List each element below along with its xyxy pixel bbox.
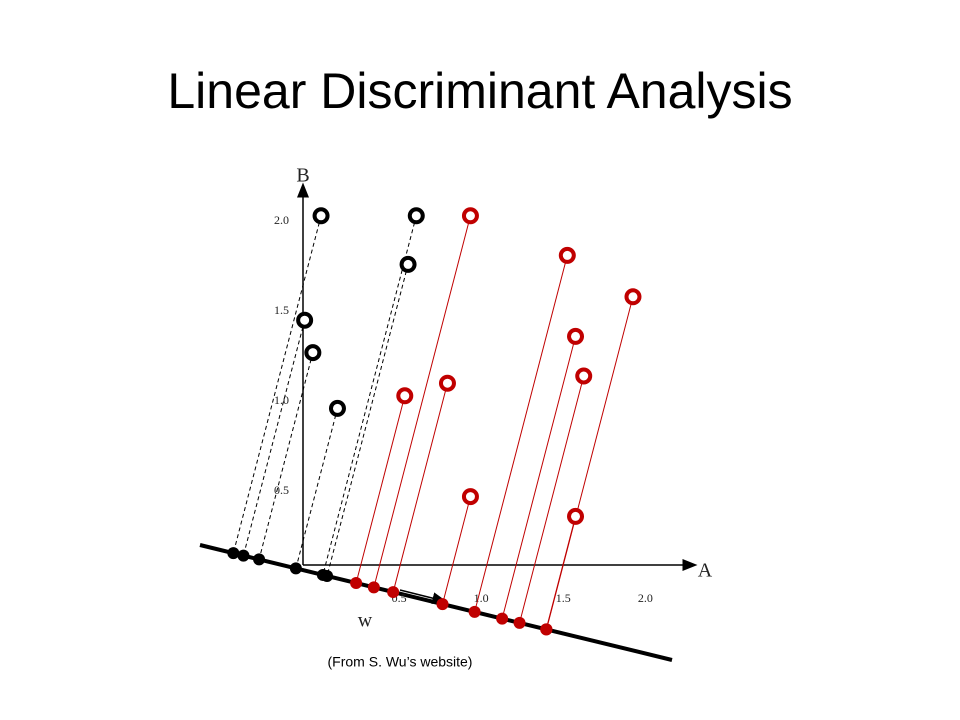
x-axis-label: A bbox=[698, 560, 713, 582]
projection-ray bbox=[242, 320, 306, 556]
point bbox=[328, 399, 346, 417]
point bbox=[312, 207, 330, 225]
point bbox=[624, 288, 642, 306]
projected-point bbox=[227, 547, 240, 560]
point bbox=[399, 255, 417, 273]
w-arrow bbox=[399, 589, 448, 605]
point bbox=[575, 367, 593, 385]
point bbox=[304, 344, 322, 362]
source-note: (From S. Wu’s website) bbox=[328, 654, 473, 670]
point bbox=[567, 327, 585, 345]
point bbox=[567, 507, 585, 525]
projection-ray bbox=[474, 255, 568, 613]
y-tick-label: 2.0 bbox=[274, 213, 289, 227]
projection-ray bbox=[373, 215, 471, 588]
projection-ray bbox=[232, 215, 322, 554]
projection-ray bbox=[326, 264, 409, 577]
x-tick-label: 1.0 bbox=[474, 591, 489, 605]
projected-point bbox=[436, 598, 449, 611]
projected-point bbox=[387, 586, 400, 599]
projection-ray bbox=[545, 516, 577, 630]
point bbox=[461, 207, 479, 225]
y-tick-label: 1.5 bbox=[274, 303, 289, 317]
projection-ray bbox=[501, 336, 577, 619]
projected-point bbox=[350, 577, 363, 590]
point bbox=[407, 207, 425, 225]
projected-point bbox=[540, 623, 553, 636]
projected-point bbox=[496, 612, 509, 625]
point bbox=[438, 374, 456, 392]
y-tick-label: 0.5 bbox=[274, 483, 289, 497]
projected-point bbox=[513, 616, 526, 629]
projection-label: w bbox=[358, 610, 373, 632]
projection-ray bbox=[519, 375, 585, 623]
plot: 0.5 1.0 1.5 2.00.51.01.52.0 bbox=[227, 207, 653, 636]
point bbox=[461, 488, 479, 506]
y-axis-label: B bbox=[296, 165, 309, 187]
projection-ray bbox=[355, 395, 406, 584]
x-tick-label: 2.0 bbox=[638, 591, 653, 605]
projection-line bbox=[199, 543, 673, 662]
x-tick-label: 1.5 bbox=[556, 591, 571, 605]
projected-point bbox=[321, 569, 334, 582]
point bbox=[296, 311, 314, 329]
projected-point bbox=[468, 605, 481, 618]
point bbox=[558, 246, 576, 264]
projected-point bbox=[289, 562, 302, 575]
point bbox=[396, 387, 414, 405]
projected-point bbox=[253, 553, 266, 566]
projected-point bbox=[237, 549, 250, 562]
y-tick-label: 1.0 bbox=[274, 393, 289, 407]
projection-ray bbox=[392, 383, 448, 593]
projection-ray bbox=[258, 352, 314, 560]
chart-title: Linear Discriminant Analysis bbox=[167, 63, 792, 119]
projection-ray bbox=[322, 215, 417, 576]
projected-point bbox=[367, 581, 380, 594]
projection-ray bbox=[442, 496, 471, 605]
